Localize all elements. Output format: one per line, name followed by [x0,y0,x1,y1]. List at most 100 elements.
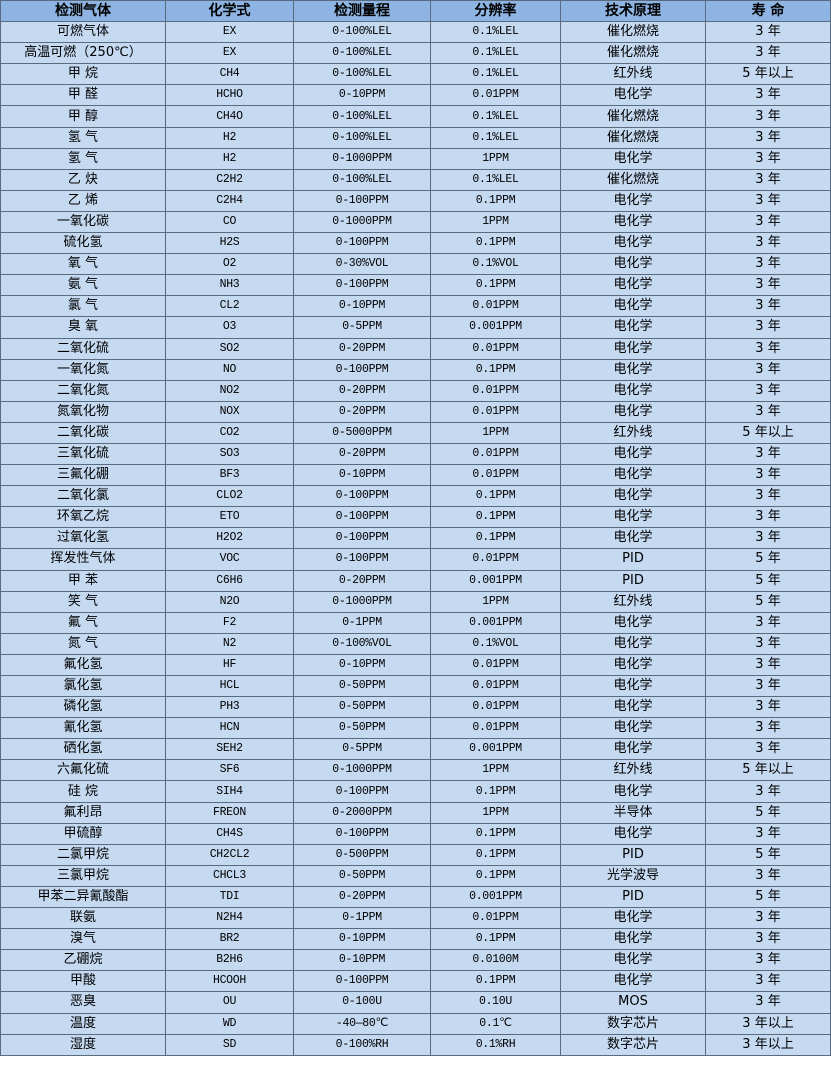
table-row: 三氧化硫 SO3 0-20PPM 0.01PPM 电化学 3 年 [0,442,831,466]
cell-range: 0-100PPM [293,232,431,255]
cell-range: 0-10PPM [293,84,431,107]
cell-principle: 催化燃烧 [560,168,706,191]
cell-gas: 高温可燃（250℃） [0,42,166,65]
cell-formula: OU [165,991,294,1014]
cell-gas: 甲酸 [0,970,166,993]
table-row: 硫化氢 H2S 0-100PPM 0.1PPM 电化学 3 年 [0,232,831,255]
cell-lifespan: 3 年 [705,991,831,1014]
cell-formula: NOX [165,400,294,423]
cell-lifespan: 3 年 [705,864,831,887]
cell-lifespan: 3 年 [705,337,831,360]
cell-formula: SIH4 [165,780,294,803]
cell-gas: 温度 [0,1012,166,1035]
cell-resolution: 0.1PPM [430,843,561,866]
cell-principle: 电化学 [560,632,706,655]
cell-resolution: 0.1%LEL [430,63,561,86]
cell-resolution: 1PPM [430,421,561,444]
cell-range: 0-100%LEL [293,168,431,191]
cell-formula: PH3 [165,696,294,719]
cell-gas: 乙硼烷 [0,949,166,972]
table-row: 甲酸 HCOOH 0-100PPM 0.1PPM 电化学 3 年 [0,970,831,993]
cell-principle: 电化学 [560,464,706,487]
cell-lifespan: 3 年 [705,442,831,466]
cell-gas: 过氧化氢 [0,527,166,550]
cell-formula: CO2 [165,421,294,444]
table-row: 二氧化氮 NO2 0-20PPM 0.01PPM 电化学 3 年 [0,379,831,402]
cell-formula: N2 [165,632,294,655]
cell-range: 0-1000PPM [293,759,431,782]
cell-formula: CH4S [165,822,294,845]
table-row: 甲 醇 CH4O 0-100%LEL 0.1%LEL 催化燃烧 3 年 [0,105,831,128]
cell-principle: 电化学 [560,506,706,529]
cell-lifespan: 3 年 [705,189,831,212]
cell-gas: 甲 苯 [0,569,166,592]
cell-formula: CHCL3 [165,864,294,887]
table-row: 二氧化氯 CLO2 0-100PPM 0.1PPM 电化学 3 年 [0,485,831,508]
cell-lifespan: 3 年 [705,274,831,297]
cell-principle: 电化学 [560,780,706,803]
cell-resolution: 0.1%VOL [430,253,561,276]
cell-principle: PID [560,569,706,592]
cell-resolution: 0.1PPM [430,864,561,887]
cell-formula: CH2CL2 [165,843,294,866]
cell-range: 0-20PPM [293,379,431,402]
cell-lifespan: 3 年 [705,232,831,255]
cell-lifespan: 5 年以上 [705,421,831,444]
cell-formula: SO3 [165,442,294,466]
cell-principle: 红外线 [560,590,706,613]
cell-lifespan: 3 年 [705,316,831,339]
cell-range: 0-1000PPM [293,147,431,170]
cell-resolution: 0.01PPM [430,696,561,719]
cell-lifespan: 3 年 [705,632,831,655]
cell-formula: O3 [165,316,294,339]
cell-principle: PID [560,885,706,909]
cell-gas: 一氧化氮 [0,358,166,381]
cell-range: 0-10PPM [293,653,431,677]
cell-formula: H2 [165,147,294,170]
header-formula: 化学式 [165,0,294,23]
cell-range: 0-5PPM [293,738,431,761]
cell-range: 0-20PPM [293,337,431,360]
cell-resolution: 0.01PPM [430,295,561,318]
cell-gas: 三氯甲烷 [0,864,166,887]
cell-range: 0-1PPM [293,611,431,634]
cell-formula: B2H6 [165,949,294,972]
cell-range: 0-50PPM [293,696,431,719]
table-row: 湿度 SD 0-100%RH 0.1%RH 数字芯片 3 年以上 [0,1033,831,1056]
cell-resolution: 0.1PPM [430,527,561,550]
cell-range: 0-500PPM [293,843,431,866]
cell-lifespan: 3 年 [705,527,831,550]
cell-range: 0-10PPM [293,928,431,951]
cell-lifespan: 5 年以上 [705,759,831,782]
cell-gas: 氟利昂 [0,801,166,824]
cell-range: 0-100PPM [293,527,431,550]
cell-lifespan: 5 年以上 [705,63,831,86]
table-row: 磷化氢 PH3 0-50PPM 0.01PPM 电化学 3 年 [0,696,831,719]
cell-formula: SD [165,1033,294,1056]
cell-resolution: 0.01PPM [430,379,561,402]
cell-gas: 挥发性气体 [0,548,166,571]
cell-gas: 磷化氢 [0,696,166,719]
cell-formula: WD [165,1012,294,1035]
cell-resolution: 0.1%LEL [430,42,561,65]
cell-lifespan: 5 年 [705,590,831,613]
table-row: 氢 气 H2 0-1000PPM 1PPM 电化学 3 年 [0,147,831,170]
cell-gas: 可燃气体 [0,21,166,44]
cell-lifespan: 3 年 [705,464,831,487]
cell-principle: 数字芯片 [560,1012,706,1035]
cell-resolution: 0.001PPM [430,885,561,909]
cell-principle: 电化学 [560,485,706,508]
cell-gas: 乙 炔 [0,168,166,191]
table-row: 氟利昂 FREON 0-2000PPM 1PPM 半导体 5 年 [0,801,831,824]
cell-resolution: 0.01PPM [430,442,561,466]
cell-principle: 红外线 [560,759,706,782]
cell-resolution: 0.01PPM [430,548,561,571]
cell-range: 0-100%LEL [293,63,431,86]
cell-range: 0-10PPM [293,295,431,318]
cell-principle: 电化学 [560,147,706,170]
cell-gas: 湿度 [0,1033,166,1056]
cell-range: 0-100%LEL [293,105,431,128]
cell-lifespan: 3 年 [705,105,831,128]
cell-formula: CL2 [165,295,294,318]
header-gas: 检测气体 [0,0,166,23]
